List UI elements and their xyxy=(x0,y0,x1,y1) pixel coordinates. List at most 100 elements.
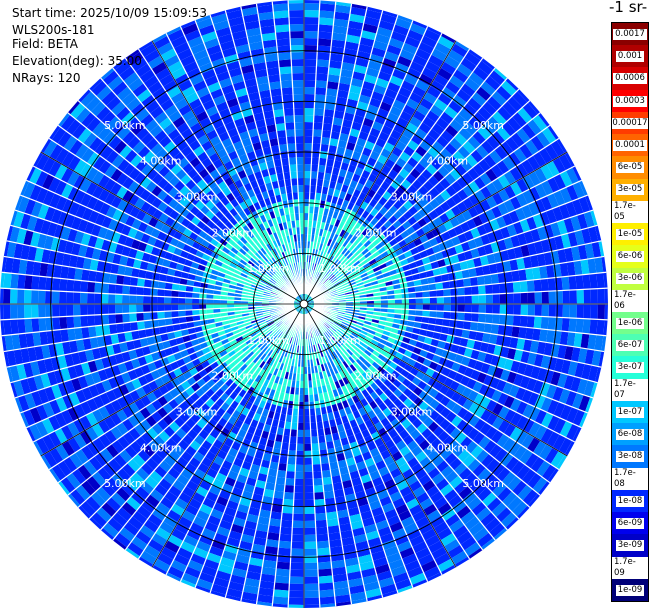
ppi-cell xyxy=(467,167,480,181)
ppi-cell xyxy=(219,250,228,259)
ppi-cell xyxy=(55,147,70,164)
ppi-cell xyxy=(304,157,312,165)
ppi-cell xyxy=(558,203,571,220)
ppi-cell xyxy=(112,253,122,265)
ppi-cell xyxy=(338,168,348,178)
ppi-cell xyxy=(587,333,597,350)
ppi-cell xyxy=(346,348,354,357)
ppi-cell xyxy=(266,319,274,325)
ppi-cell xyxy=(316,257,322,265)
ppi-cell xyxy=(233,385,243,395)
ppi-cell xyxy=(355,137,367,148)
ppi-cell xyxy=(103,178,117,192)
ppi-cell xyxy=(357,374,366,384)
ppi-cell xyxy=(467,206,479,219)
ppi-cell xyxy=(461,423,474,437)
ppi-cell xyxy=(319,3,336,12)
ppi-cell xyxy=(427,540,444,554)
ppi-cell xyxy=(185,445,198,457)
ppi-cell xyxy=(399,547,416,559)
ppi-cell xyxy=(394,234,404,244)
ppi-cell xyxy=(363,523,378,534)
ppi-cell xyxy=(483,374,494,387)
ppi-cell xyxy=(513,373,524,387)
ppi-cell xyxy=(504,271,513,283)
ppi-cell xyxy=(423,461,437,474)
ppi-cell xyxy=(304,569,319,577)
ppi-cell xyxy=(110,412,123,426)
ppi-cell xyxy=(304,136,313,144)
ppi-cell xyxy=(378,224,388,234)
ppi-cell xyxy=(506,293,514,304)
ppi-cell xyxy=(332,233,339,242)
ppi-cell xyxy=(335,318,343,324)
ppi-cell xyxy=(475,506,492,522)
ppi-cell xyxy=(477,245,487,257)
ppi-cell xyxy=(189,522,205,535)
ppi-cell xyxy=(59,316,68,330)
ppi-cell xyxy=(412,54,428,67)
ppi-cell xyxy=(207,229,217,239)
ppi-cell xyxy=(435,317,444,326)
ppi-cell xyxy=(369,127,381,138)
ppi-cell xyxy=(104,192,117,206)
ppi-cell xyxy=(339,237,346,246)
ppi-cell xyxy=(145,192,157,205)
ppi-cell xyxy=(437,340,446,350)
ppi-cell xyxy=(201,68,217,81)
ppi-cell xyxy=(295,450,304,458)
ppi-cell xyxy=(192,104,206,117)
ppi-cell xyxy=(523,255,533,269)
ppi-cell xyxy=(229,216,238,226)
ppi-cell xyxy=(238,247,247,256)
ppi-cell xyxy=(488,443,503,459)
ppi-cell xyxy=(406,67,422,80)
ppi-cell xyxy=(360,30,377,41)
ppi-cell xyxy=(116,185,128,199)
ppi-cell xyxy=(53,264,63,279)
ppi-cell xyxy=(241,137,253,148)
ppi-cell xyxy=(111,512,128,528)
ppi-cell xyxy=(10,381,18,398)
ppi-cell xyxy=(279,413,287,422)
ppi-cell xyxy=(328,255,335,263)
ppi-cell xyxy=(313,393,320,402)
ppi-cell xyxy=(98,433,112,449)
ppi-cell xyxy=(378,383,389,393)
ppi-cell xyxy=(250,371,259,381)
ppi-cell xyxy=(353,454,365,464)
ppi-cell xyxy=(167,565,185,579)
ppi-cell xyxy=(213,308,221,314)
ppi-cell xyxy=(52,316,61,331)
ppi-cell xyxy=(243,483,256,494)
ppi-cell xyxy=(272,232,279,241)
ppi-cell xyxy=(100,527,115,541)
ppi-cell xyxy=(456,395,468,407)
ppi-cell xyxy=(378,374,388,384)
ppi-cell xyxy=(257,341,265,349)
ppi-cell xyxy=(105,443,120,459)
ppi-cell xyxy=(467,547,483,559)
ppi-cell xyxy=(232,329,241,336)
ppi-cell xyxy=(587,365,599,382)
ppi-cell xyxy=(449,457,463,471)
ppi-cell xyxy=(320,325,327,333)
ppi-cell xyxy=(304,115,314,123)
ppi-cell xyxy=(147,538,164,553)
ppi-cell xyxy=(31,317,40,333)
ppi-cell xyxy=(122,163,136,177)
ppi-cell xyxy=(125,477,141,492)
ppi-cell xyxy=(334,594,352,604)
ppi-cell xyxy=(101,356,111,369)
ppi-cell xyxy=(164,251,174,261)
ppi-cell xyxy=(55,342,65,357)
ppi-cell xyxy=(369,53,385,65)
ppi-cell xyxy=(409,572,427,586)
ppi-cell xyxy=(506,304,514,315)
ppi-cell xyxy=(121,351,131,363)
ppi-cell xyxy=(527,201,540,217)
ppi-cell xyxy=(346,326,354,332)
ppi-cell xyxy=(412,541,428,554)
ppi-cell xyxy=(234,231,244,240)
ppi-cell xyxy=(434,324,443,334)
